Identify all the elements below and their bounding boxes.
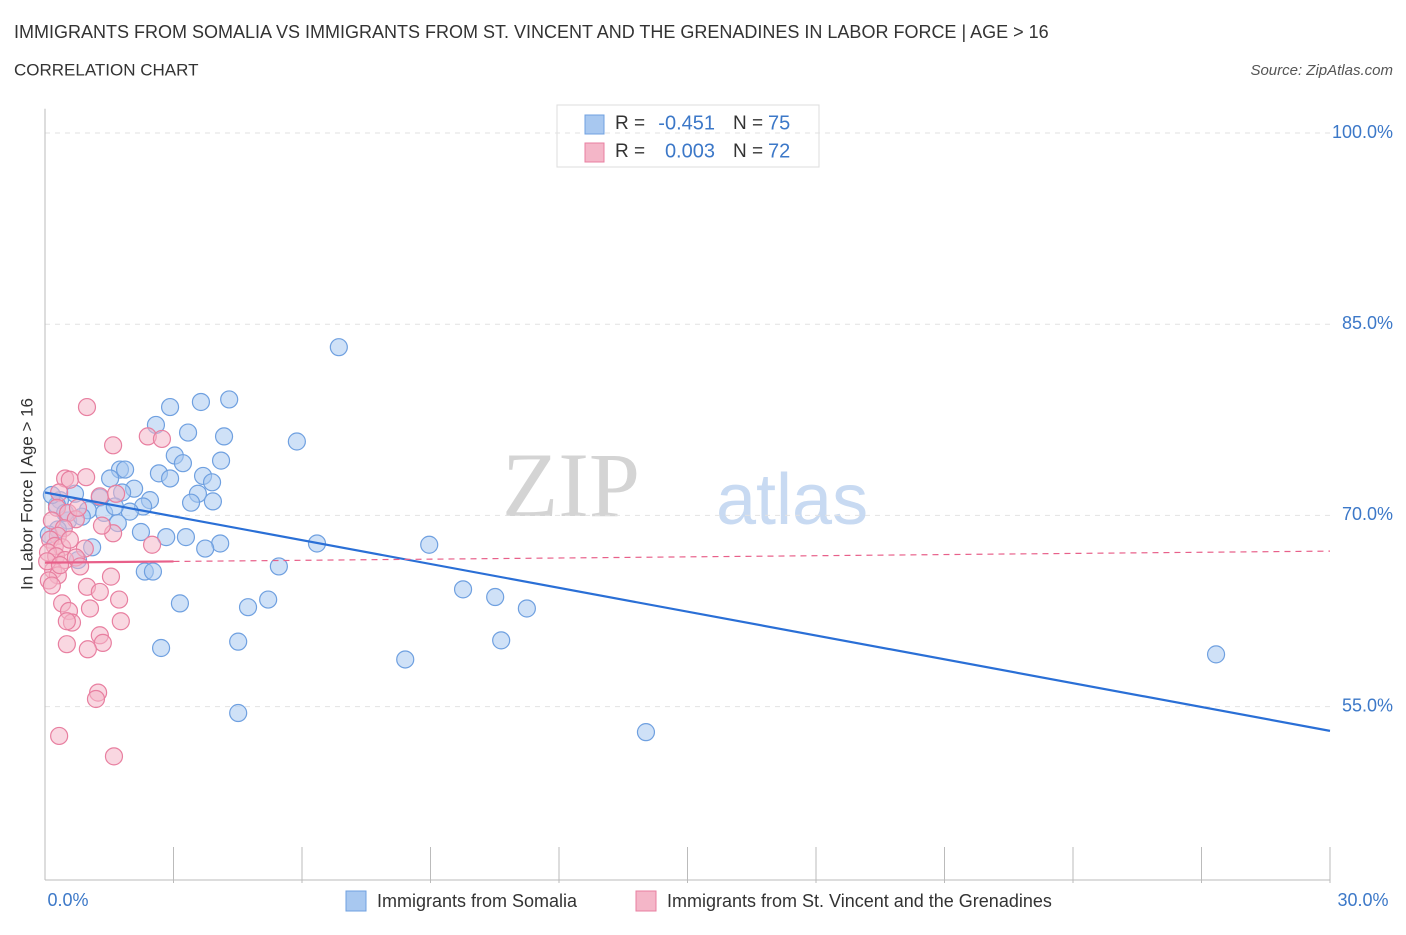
point [71,557,90,576]
point [50,483,69,502]
point [115,460,135,479]
point [202,473,222,492]
point [107,484,126,503]
point [80,599,100,618]
point [110,590,129,609]
legend-r-label: R = [615,113,645,134]
point [486,587,505,607]
point [329,338,348,357]
point [104,436,123,455]
point [111,612,130,631]
point [131,522,151,542]
point [178,423,198,442]
point [492,631,511,650]
y-tick-label: 100.0% [1332,122,1393,142]
watermark: ZIP [502,434,640,536]
legend-n-value: 72 [768,140,790,162]
point [173,454,193,473]
trend-line [44,491,1331,732]
chart-title: IMMIGRANTS FROM SOMALIA VS IMMIGRANTS FR… [14,22,1049,42]
point [78,640,97,659]
legend-swatch [584,142,605,163]
trend-line [44,560,174,564]
legend-swatch [345,890,367,912]
y-axis-label: In Labor Force | Age > 16 [17,398,36,590]
point [259,590,278,609]
y-tick-label: 70.0% [1342,504,1393,524]
y-tick-label: 55.0% [1342,695,1393,715]
point [86,689,106,709]
point [57,612,76,631]
point [229,703,248,723]
point [176,528,196,547]
chart-subtitle: CORRELATION CHART [14,60,199,79]
point [396,650,415,669]
legend-label: Immigrants from St. Vincent and the Gren… [667,891,1052,911]
point [151,638,171,658]
point [238,598,258,617]
point [196,539,215,558]
legend-swatch [635,890,657,912]
legend-n-label: N = [733,141,763,162]
point [42,576,61,595]
point [636,723,656,742]
point [142,535,162,554]
point [152,429,172,449]
point [214,427,234,446]
point [191,392,211,412]
point [453,580,473,599]
point [101,567,121,586]
point [220,390,239,409]
point [181,493,201,512]
x-tick-label: 30.0% [1337,890,1388,910]
point [92,516,112,535]
point [143,562,163,581]
point [269,557,288,576]
point [170,594,190,613]
legend-n-value: 75 [768,112,790,134]
point [90,582,109,602]
point [60,530,79,549]
point [517,599,536,618]
point [211,451,231,470]
point [50,726,69,746]
legend-label: Immigrants from Somalia [377,891,578,911]
point [157,528,176,547]
point [104,747,124,766]
point [101,469,120,488]
point [77,468,96,487]
legend-r-value: 0.003 [665,140,715,162]
legend-r-label: R = [615,141,645,162]
point [420,535,439,554]
watermark: atlas [716,460,868,540]
y-tick-label: 85.0% [1342,313,1393,333]
trend-line-dashed [173,550,1331,563]
legend-r-value: -0.451 [658,112,715,134]
legend-n-label: N = [733,113,763,134]
point [203,492,223,511]
x-tick-label: 0.0% [47,890,88,910]
point [50,556,70,575]
point [57,635,76,654]
source: Source: ZipAtlas.com [1250,62,1393,79]
point [229,632,248,651]
point [160,469,180,488]
point [68,498,88,517]
point [1206,645,1226,664]
point [77,397,97,417]
point [160,397,180,417]
legend-swatch [584,114,605,135]
point [287,432,306,451]
